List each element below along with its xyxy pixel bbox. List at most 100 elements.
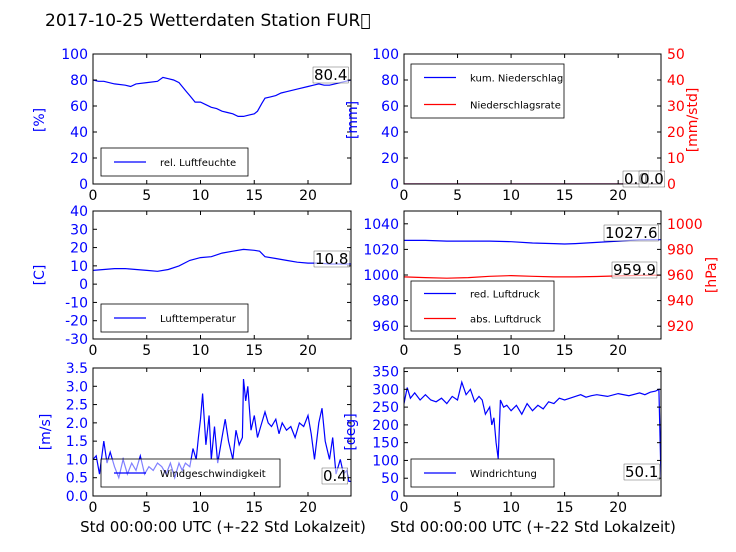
annotation-box	[603, 224, 659, 242]
y-right-tick-label: 20	[667, 125, 685, 141]
series-line-temperature-0	[93, 248, 351, 272]
x-tick-label: 10	[192, 343, 210, 359]
y-right-tick-label: 1000	[667, 217, 703, 233]
y-right-tick-label: 0	[667, 177, 676, 193]
panel-humidity: 0 5 10 15 20 0 20 40 60 80 100 [%] rel. Luftfeuchte 8…	[32, 47, 352, 204]
y-tick-label: 2.5	[66, 398, 88, 414]
y-tick-label: 0	[390, 489, 399, 505]
x-tick-label: 10	[502, 343, 520, 359]
y-right-tick-label: 980	[667, 242, 694, 258]
legend-label: red. Luftdruck	[470, 290, 540, 301]
plot-frame-precipitation	[403, 53, 662, 185]
y-tick-label: 100	[61, 47, 88, 63]
x-tick-label: 0	[400, 500, 409, 516]
panel-precipitation: 0 5 10 15 20 0 20 40 60 80 100 0 10 20 30 40 50 [mm] [mm/s…	[345, 47, 701, 204]
y-right-axis-label: [mm/std]	[685, 88, 701, 153]
annotation-box	[312, 66, 349, 84]
y-axis-label: [mm]	[345, 101, 361, 139]
y-tick-label: 40	[70, 204, 88, 220]
x-tick-label: 10	[192, 188, 210, 204]
x-tick-label: 15	[556, 500, 574, 516]
series-line-winddirection-0	[404, 380, 661, 479]
x-tick-label: 10	[502, 188, 520, 204]
y-tick-label: 40	[70, 125, 88, 141]
y-tick-label: 0	[390, 177, 399, 193]
x-tick-label: 15	[245, 500, 263, 516]
y-right-tick-label: 40	[667, 73, 685, 89]
y-axis-label: [m/s]	[38, 414, 54, 451]
y-right-tick-label: 30	[667, 99, 685, 115]
plot-frame-winddirection	[403, 367, 662, 497]
last-value-annotation: 959.9	[613, 261, 656, 279]
last-value-annotation: 0.0	[640, 170, 664, 188]
x-tick-label: 5	[453, 500, 462, 516]
y-tick-label: 150	[372, 436, 399, 452]
legend-label: Niederschlagsrate	[470, 101, 561, 112]
y-axis-label: [%]	[32, 108, 48, 132]
legend-label: abs. Luftdruck	[470, 315, 541, 326]
y-tick-label: 80	[70, 73, 88, 89]
legend-label: kum. Niederschlag	[470, 74, 563, 85]
x-axis-label-right: Std 00:00:00 UTC (+-22 Std Lokalzeit)	[390, 518, 676, 536]
plot-frame-humidity	[92, 53, 352, 185]
last-value-annotation: 10.8	[315, 250, 348, 268]
legend-label: rel. Luftfeuchte	[160, 158, 236, 169]
y-tick-label: -10	[65, 295, 88, 311]
y-tick-label: 350	[372, 365, 399, 381]
x-tick-label: 20	[609, 500, 627, 516]
x-tick-label: 15	[556, 343, 574, 359]
x-tick-label: 5	[453, 188, 462, 204]
annotation-box	[638, 170, 666, 188]
x-tick-label: 0	[89, 500, 98, 516]
y-tick-label: 3.0	[66, 379, 88, 395]
panel-windspeed: 0 5 10 15 20 0.0 0.5 1.0 1.5 2.0 2.5 3.0 3.5 [m/s] Win…	[38, 361, 352, 516]
legend-box	[410, 280, 555, 332]
y-tick-label: 1020	[363, 242, 399, 258]
y-right-tick-label: 50	[667, 47, 685, 63]
legend-label: Lufttemperatur	[160, 314, 237, 325]
series-line-humidity-0	[93, 76, 351, 118]
x-tick-label: 20	[609, 188, 627, 204]
y-tick-label: 60	[70, 99, 88, 115]
y-tick-label: 300	[372, 382, 399, 398]
y-right-axis-label: [hPa]	[704, 257, 720, 293]
x-tick-label: 20	[609, 343, 627, 359]
y-tick-label: 20	[70, 151, 88, 167]
annotation-box	[321, 467, 349, 485]
y-tick-label: 10	[70, 259, 88, 275]
y-tick-label: 200	[372, 418, 399, 434]
x-tick-label: 20	[299, 188, 317, 204]
y-tick-label: 1000	[363, 268, 399, 284]
y-tick-label: 250	[372, 400, 399, 416]
last-value-annotation: 80.4	[314, 66, 347, 84]
y-tick-label: 1040	[363, 217, 399, 233]
y-tick-label: 80	[381, 73, 399, 89]
x-tick-label: 5	[142, 188, 151, 204]
x-tick-label: 10	[192, 500, 210, 516]
last-value-annotation: 1027.6	[605, 224, 658, 242]
x-tick-label: 0	[89, 343, 98, 359]
annotation-box	[313, 250, 350, 268]
y-axis-label: [deg]	[343, 413, 359, 450]
y-axis-label: [C]	[32, 265, 48, 286]
y-tick-label: 20	[381, 151, 399, 167]
x-tick-label: 0	[400, 188, 409, 204]
x-tick-label: 0	[400, 343, 409, 359]
y-tick-label: 960	[372, 319, 399, 335]
annotation-box	[611, 261, 658, 279]
y-tick-label: 0.0	[66, 489, 88, 505]
x-tick-label: 20	[299, 343, 317, 359]
x-tick-label: 15	[556, 188, 574, 204]
x-tick-label: 15	[245, 343, 263, 359]
figure-title: 2017-10-25 Wetterdaten Station FUR 	[45, 11, 371, 31]
y-tick-label: 20	[70, 241, 88, 257]
y-tick-label: 0	[79, 177, 88, 193]
x-tick-label: 10	[502, 500, 520, 516]
y-tick-label: 60	[381, 99, 399, 115]
y-right-tick-label: 920	[667, 319, 694, 335]
x-tick-label: 15	[245, 188, 263, 204]
y-tick-label: 0	[79, 277, 88, 293]
x-tick-label: 5	[142, 500, 151, 516]
panel-winddirection: 0 5 10 15 20050100150200250300350[deg]Windri…	[343, 365, 662, 516]
